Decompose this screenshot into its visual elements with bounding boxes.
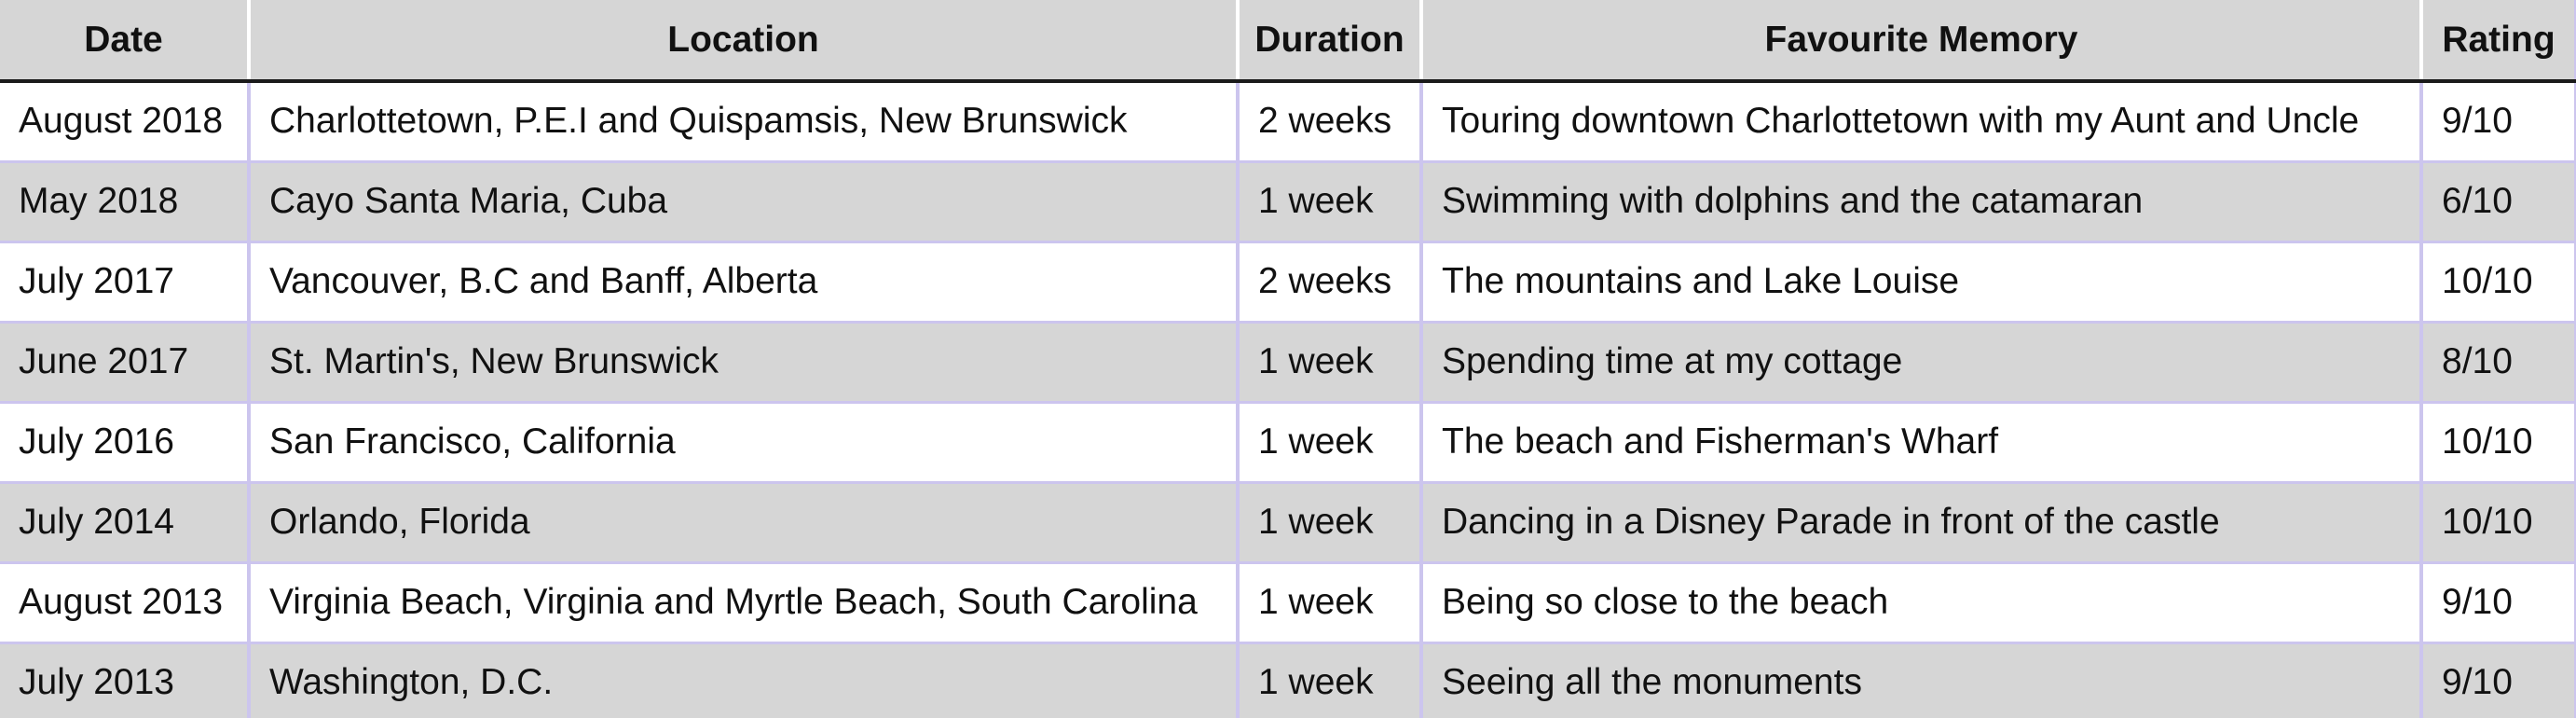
- cell-duration: 2 weeks: [1236, 242, 1423, 322]
- cell-location: San Francisco, California: [247, 402, 1240, 482]
- cell-favourite-memory: Dancing in a Disney Parade in front of t…: [1419, 482, 2423, 562]
- cell-date: July 2014: [0, 482, 251, 562]
- cell-location: Orlando, Florida: [247, 482, 1240, 562]
- table-header: Date Location Duration Favourite Memory …: [0, 0, 2576, 83]
- cell-date: July 2017: [0, 242, 251, 322]
- cell-duration: 1 week: [1236, 161, 1423, 242]
- header-location: Location: [247, 0, 1240, 83]
- cell-location: Virginia Beach, Virginia and Myrtle Beac…: [247, 562, 1240, 642]
- header-rating: Rating: [2419, 0, 2576, 83]
- table-row: July 2017 Vancouver, B.C and Banff, Albe…: [0, 242, 2576, 322]
- cell-location: St. Martin's, New Brunswick: [247, 322, 1240, 402]
- cell-rating: 10/10: [2419, 242, 2576, 322]
- cell-rating: 10/10: [2419, 482, 2576, 562]
- cell-duration: 2 weeks: [1236, 81, 1423, 161]
- table-row: July 2013 Washington, D.C. 1 week Seeing…: [0, 642, 2576, 718]
- table-body: August 2018 Charlottetown, P.E.I and Qui…: [0, 81, 2576, 718]
- cell-favourite-memory: Spending time at my cottage: [1419, 322, 2423, 402]
- cell-favourite-memory: Being so close to the beach: [1419, 562, 2423, 642]
- header-date: Date: [0, 0, 251, 83]
- header-row: Date Location Duration Favourite Memory …: [0, 0, 2576, 83]
- cell-rating: 9/10: [2419, 562, 2576, 642]
- table-row: July 2014 Orlando, Florida 1 week Dancin…: [0, 482, 2576, 562]
- cell-duration: 1 week: [1236, 562, 1423, 642]
- cell-date: July 2013: [0, 642, 251, 718]
- cell-favourite-memory: Swimming with dolphins and the catamaran: [1419, 161, 2423, 242]
- cell-date: May 2018: [0, 161, 251, 242]
- cell-favourite-memory: Touring downtown Charlottetown with my A…: [1419, 81, 2423, 161]
- cell-duration: 1 week: [1236, 322, 1423, 402]
- cell-location: Washington, D.C.: [247, 642, 1240, 718]
- cell-location: Vancouver, B.C and Banff, Alberta: [247, 242, 1240, 322]
- cell-location: Charlottetown, P.E.I and Quispamsis, New…: [247, 81, 1240, 161]
- header-duration: Duration: [1236, 0, 1423, 83]
- cell-rating: 8/10: [2419, 322, 2576, 402]
- cell-duration: 1 week: [1236, 402, 1423, 482]
- table-row: August 2013 Virginia Beach, Virginia and…: [0, 562, 2576, 642]
- table-row: August 2018 Charlottetown, P.E.I and Qui…: [0, 81, 2576, 161]
- cell-rating: 9/10: [2419, 642, 2576, 718]
- header-favourite-memory: Favourite Memory: [1419, 0, 2423, 83]
- cell-rating: 9/10: [2419, 81, 2576, 161]
- cell-duration: 1 week: [1236, 642, 1423, 718]
- cell-favourite-memory: The beach and Fisherman's Wharf: [1419, 402, 2423, 482]
- cell-favourite-memory: Seeing all the monuments: [1419, 642, 2423, 718]
- cell-duration: 1 week: [1236, 482, 1423, 562]
- cell-date: July 2016: [0, 402, 251, 482]
- cell-date: June 2017: [0, 322, 251, 402]
- cell-rating: 10/10: [2419, 402, 2576, 482]
- cell-date: August 2013: [0, 562, 251, 642]
- table-row: July 2016 San Francisco, California 1 we…: [0, 402, 2576, 482]
- table-row: June 2017 St. Martin's, New Brunswick 1 …: [0, 322, 2576, 402]
- cell-favourite-memory: The mountains and Lake Louise: [1419, 242, 2423, 322]
- cell-location: Cayo Santa Maria, Cuba: [247, 161, 1240, 242]
- cell-rating: 6/10: [2419, 161, 2576, 242]
- table-row: May 2018 Cayo Santa Maria, Cuba 1 week S…: [0, 161, 2576, 242]
- cell-date: August 2018: [0, 81, 251, 161]
